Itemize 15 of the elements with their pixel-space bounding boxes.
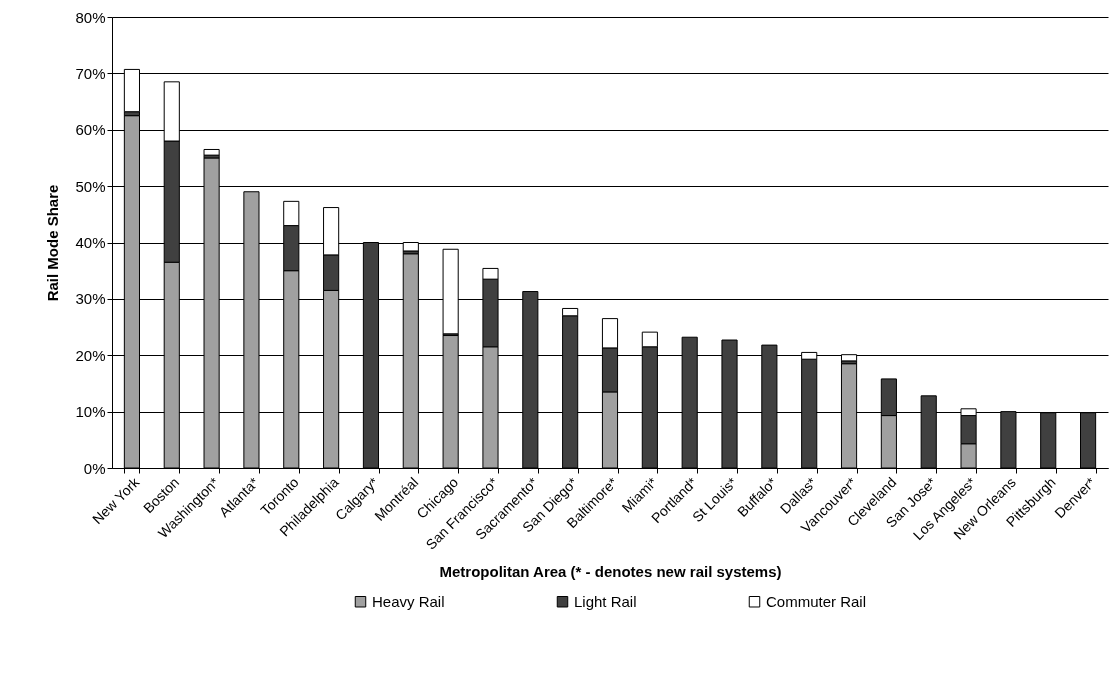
y-tick-label: 40% [75, 234, 106, 251]
legend-label: Light Rail [574, 592, 637, 610]
y-tick-label: 70% [75, 64, 106, 82]
bar [203, 148, 220, 156]
legend-label: Commuter Rail [766, 592, 867, 610]
y-tick-label: 50% [75, 177, 106, 195]
x-axis-title: Metropolitan Area (* - denotes new rail systems) [439, 562, 782, 580]
y-axis-title: Rail Mode Share [44, 184, 62, 302]
y-tick-label: 0% [83, 459, 106, 477]
y-tick-label: 10% [75, 403, 106, 421]
y-tick-label: 80% [75, 8, 106, 26]
y-tick-label: 30% [75, 290, 106, 308]
legend-label: Heavy Rail [372, 592, 445, 610]
y-tick-label: 60% [75, 121, 106, 139]
y-tick-label: 20% [75, 346, 106, 364]
